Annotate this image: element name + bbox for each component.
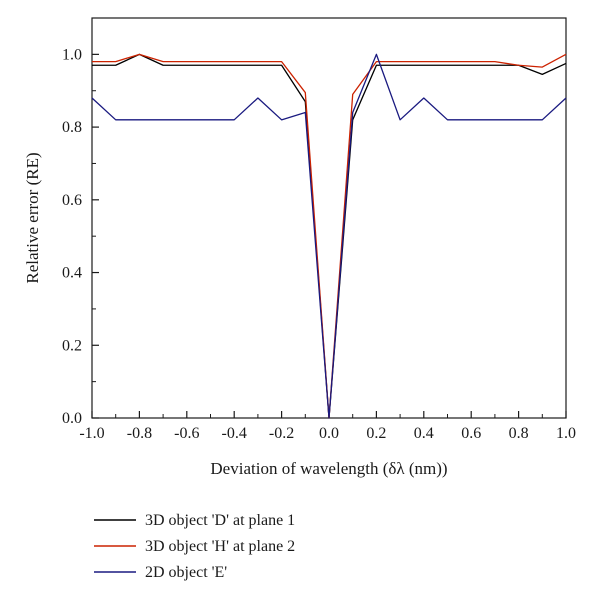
plot-frame — [91, 17, 567, 419]
series-line-2 — [92, 53, 567, 419]
x-tick-label: 1.0 — [556, 425, 576, 442]
y-tick-label: 0.8 — [62, 119, 82, 136]
tick-labels: -1.0 -0.8 -0.6 -0.4 -0.2 0.0 0.2 0.4 0.6 0.8 1.0 0.… — [62, 46, 576, 442]
y-axis-label: Relative error (RE) — [23, 152, 42, 283]
x-tick-label: -0.6 — [174, 425, 199, 442]
y-tick-label: 0.4 — [62, 265, 82, 282]
x-tick-label: 0.2 — [366, 425, 386, 442]
legend-label: 2D object 'E' — [145, 564, 227, 581]
y-tick-label: 0.6 — [62, 192, 82, 209]
x-tick-label: -0.4 — [222, 425, 247, 442]
legend-label: 3D object 'D' at plane 1 — [145, 512, 295, 529]
y-tick-label: 1.0 — [62, 46, 82, 63]
series-lines — [91, 53, 567, 419]
x-tick-label: -1.0 — [79, 425, 104, 442]
x-tick-label: 0.0 — [319, 425, 339, 442]
x-tick-label: -0.8 — [127, 425, 152, 442]
y-tick-label: 0.0 — [62, 410, 82, 427]
x-tick-label: -0.2 — [269, 425, 294, 442]
x-tick-label: 0.4 — [414, 425, 434, 442]
plot-area — [91, 17, 567, 419]
x-tick-label: 0.6 — [461, 425, 481, 442]
y-tick-label: 0.2 — [62, 337, 82, 354]
legend: 3D object 'D' at plane 1 3D object 'H' at… — [94, 512, 295, 581]
x-tick-label: 0.8 — [509, 425, 529, 442]
axis-ticks — [91, 53, 567, 419]
legend-label: 3D object 'H' at plane 2 — [145, 538, 295, 555]
series-line-3 — [91, 53, 567, 419]
series-line-1 — [92, 53, 567, 419]
x-axis-label: Deviation of wavelength (δλ (nm)) — [210, 459, 447, 478]
